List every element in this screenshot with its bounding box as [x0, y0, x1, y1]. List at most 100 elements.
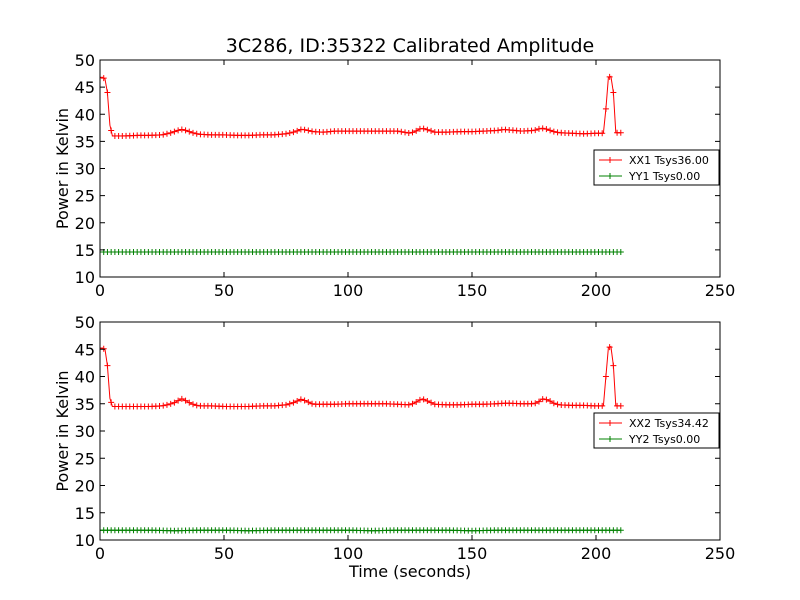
top-x-tick-label: 150 — [457, 281, 488, 300]
bottom-data-point-marker — [100, 345, 107, 352]
bottom-data-point-marker — [409, 400, 416, 407]
top-data-point-marker — [398, 128, 405, 135]
top-data-point-marker — [175, 127, 182, 134]
bottom-data-point-marker — [186, 399, 193, 406]
top-legend: XX1 Tsys36.00 YY1 Tsys0.00 — [593, 149, 720, 186]
bottom-data-point-marker — [163, 401, 170, 408]
top-data-point-marker — [405, 130, 412, 137]
bottom-legend-frame — [593, 412, 720, 449]
top-data-point-marker — [610, 89, 617, 96]
bottom-data-point-marker — [599, 402, 606, 409]
bottom-data-point-marker — [550, 400, 557, 407]
bottom-y-axis-label: Power in Kelvin — [53, 370, 72, 491]
bottom-legend-label: YY2 Tsys0.00 — [628, 433, 700, 446]
top-data-point-marker — [283, 130, 289, 137]
bottom-data-point-marker — [428, 399, 435, 406]
top-data-point-marker — [193, 130, 200, 137]
top-series-2 — [100, 249, 624, 256]
top-data-point-marker — [104, 89, 111, 96]
bottom-data-point-marker — [175, 397, 182, 404]
top-data-point-marker — [550, 128, 557, 135]
top-data-point-marker — [394, 128, 401, 135]
top-data-point-marker — [167, 129, 174, 136]
bottom-data-point-marker — [528, 400, 535, 407]
bottom-data-point-marker — [182, 397, 189, 404]
bottom-data-point-marker — [405, 401, 412, 408]
bottom-data-point-marker — [171, 399, 178, 406]
bottom-data-point-marker — [100, 345, 103, 352]
top-data-point-marker — [409, 129, 416, 136]
bottom-data-point-marker — [104, 362, 111, 369]
bottom-data-point-marker — [610, 362, 617, 369]
top-data-point-marker — [100, 75, 107, 82]
bottom-y-tick-label: 35 — [75, 395, 95, 414]
top-x-tick-label: 200 — [581, 281, 612, 300]
top-data-point-marker — [108, 127, 115, 134]
bottom-x-tick-label: 0 — [95, 544, 105, 563]
bottom-data-point-marker — [297, 396, 304, 403]
bottom-y-tick-label: 10 — [75, 531, 95, 550]
bottom-data-point-marker — [283, 401, 289, 408]
bottom-data-point-marker — [286, 400, 293, 407]
top-x-tick-label: 50 — [214, 281, 234, 300]
top-data-point-marker — [539, 125, 546, 132]
top-data-point-marker — [602, 105, 609, 112]
top-data-point-marker — [286, 129, 293, 136]
top-data-point-marker — [178, 126, 185, 133]
top-data-point-marker — [606, 73, 613, 80]
chart-title: 3C286, ID:35322 Calibrated Amplitude — [226, 35, 594, 57]
bottom-x-tick-label: 50 — [214, 544, 234, 563]
bottom-data-point-marker — [413, 398, 420, 405]
bottom-legend-marker — [607, 436, 613, 442]
top-y-tick-label: 45 — [75, 78, 95, 97]
bottom-data-point-marker — [305, 399, 312, 406]
bottom-data-point-marker — [193, 402, 200, 409]
top-legend-frame — [593, 149, 720, 186]
top-data-point-marker — [599, 130, 606, 137]
top-y-tick-label: 25 — [75, 187, 95, 206]
bottom-data-point-marker — [617, 402, 624, 409]
bottom-data-point-marker — [416, 396, 423, 403]
top-data-point-marker — [547, 127, 554, 134]
top-y-tick-label: 15 — [75, 241, 95, 260]
top-legend-marker — [607, 173, 613, 179]
top-series-1 — [100, 73, 624, 139]
bottom-y-tick-label: 40 — [75, 368, 95, 387]
bottom-series-1 — [100, 344, 624, 410]
top-y-tick-label: 50 — [75, 51, 95, 70]
bottom-plot-panel: 0 50 100 150 200 250 10 15 20 25 30 35 40 45 50 Power i… — [53, 313, 735, 581]
bottom-x-tick-label: 100 — [333, 544, 364, 563]
top-data-point-marker — [402, 129, 409, 136]
bottom-data-point-marker — [294, 398, 301, 405]
top-data-point-marker — [528, 127, 535, 134]
top-x-tick-label: 0 — [95, 281, 105, 300]
top-y-tick-label: 20 — [75, 214, 95, 233]
top-data-point-marker — [413, 127, 420, 134]
bottom-data-point-marker — [547, 398, 554, 405]
top-data-point-marker — [617, 129, 624, 136]
top-data-point-marker — [301, 126, 308, 133]
bottom-y-tick-label: 20 — [75, 477, 95, 496]
bottom-x-tick-label: 250 — [705, 544, 736, 563]
top-y-tick-label: 30 — [75, 160, 95, 179]
top-data-point-marker — [617, 249, 624, 256]
top-data-point-marker — [495, 127, 502, 134]
top-data-point-marker — [428, 127, 435, 134]
bottom-legend: XX2 Tsys34.42 YY2 Tsys0.00 — [593, 412, 720, 449]
bottom-data-point-marker — [190, 401, 196, 408]
bottom-data-point-marker — [602, 373, 609, 380]
top-legend-marker — [607, 157, 613, 163]
bottom-data-point-marker — [617, 527, 624, 534]
bottom-data-point-marker — [543, 396, 550, 403]
top-data-point-marker — [424, 126, 431, 133]
top-data-point-marker — [190, 129, 196, 136]
bottom-legend-marker — [607, 420, 613, 426]
bottom-data-point-marker — [290, 399, 297, 406]
bottom-x-axis-label: Time (seconds) — [348, 562, 471, 581]
bottom-series-2 — [100, 527, 624, 534]
top-y-tick-label: 40 — [75, 105, 95, 124]
bottom-data-point-marker — [309, 400, 316, 407]
bottom-x-tick-label: 150 — [457, 544, 488, 563]
